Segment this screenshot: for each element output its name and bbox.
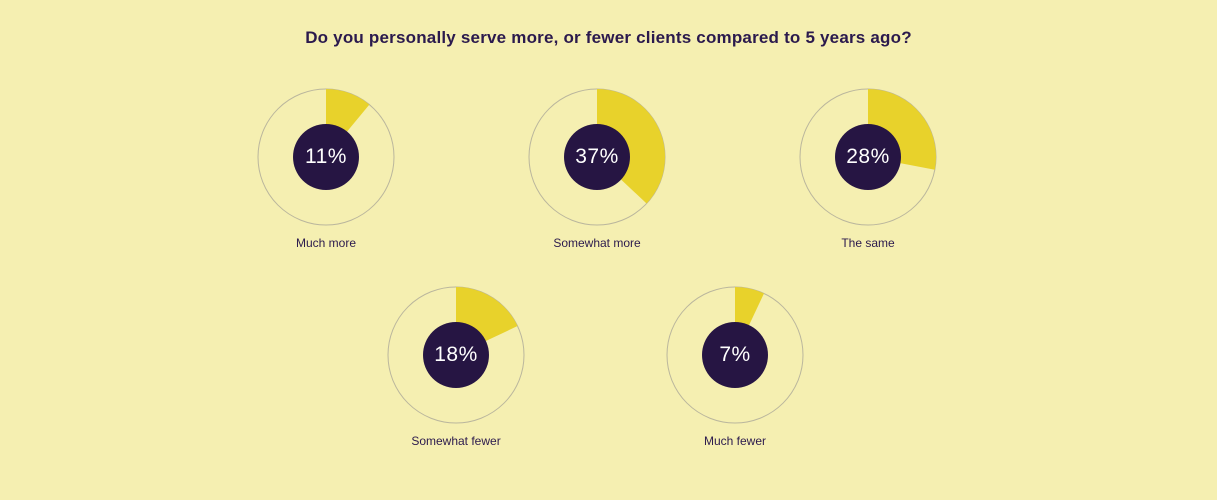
donut-value: 37% [575,145,619,168]
donut-label: Much fewer [703,434,767,448]
donut-somewhat-fewer: 18% Somewhat fewer [381,280,531,452]
donut-gauge: 37% [522,82,672,232]
donut-gauge: 11% [251,82,401,232]
donut-much-fewer: 7% Much fewer [660,280,810,452]
donut-gauge: 7% [660,280,810,430]
donut-the-same: 28% The same [793,82,943,254]
donut-label: Much more [295,236,357,250]
donut-label: The same [841,236,895,250]
donut-value: 28% [846,145,890,168]
donut-much-more: 11% Much more [251,82,401,254]
donut-gauge: 18% [381,280,531,430]
donut-value: 11% [305,145,347,168]
donut-gauge: 28% [793,82,943,232]
donut-value: 18% [434,343,478,366]
donut-label: Somewhat fewer [411,434,501,448]
donut-label: Somewhat more [553,236,641,250]
donut-value: 7% [719,343,751,366]
donut-somewhat-more: 37% Somewhat more [522,82,672,254]
chart-title: Do you personally serve more, or fewer c… [305,28,912,47]
